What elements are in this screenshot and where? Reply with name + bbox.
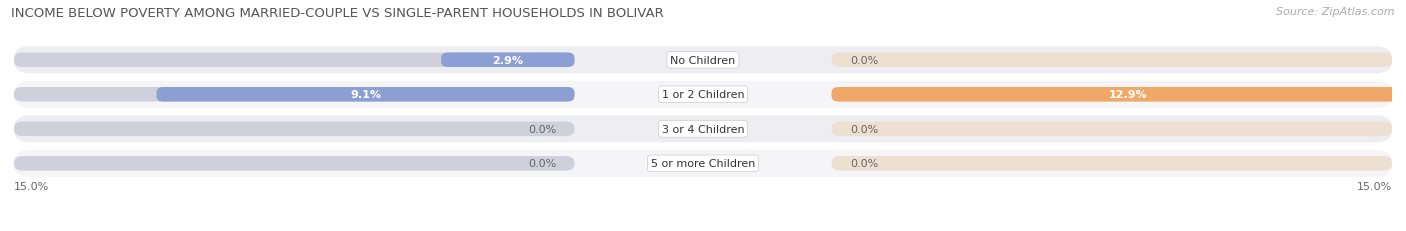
FancyBboxPatch shape [14, 156, 575, 171]
Text: 0.0%: 0.0% [851, 159, 879, 169]
Text: 5 or more Children: 5 or more Children [651, 159, 755, 169]
Text: 0.0%: 0.0% [527, 159, 555, 169]
Text: 12.9%: 12.9% [1108, 90, 1147, 100]
FancyBboxPatch shape [831, 88, 1406, 102]
Text: 9.1%: 9.1% [350, 90, 381, 100]
Text: 0.0%: 0.0% [527, 124, 555, 134]
FancyBboxPatch shape [14, 150, 1392, 177]
Text: INCOME BELOW POVERTY AMONG MARRIED-COUPLE VS SINGLE-PARENT HOUSEHOLDS IN BOLIVAR: INCOME BELOW POVERTY AMONG MARRIED-COUPL… [11, 7, 664, 20]
FancyBboxPatch shape [14, 116, 1392, 143]
FancyBboxPatch shape [14, 47, 1392, 74]
FancyBboxPatch shape [14, 88, 575, 102]
Text: 15.0%: 15.0% [14, 181, 49, 191]
FancyBboxPatch shape [831, 122, 1392, 137]
FancyBboxPatch shape [831, 88, 1392, 102]
FancyBboxPatch shape [14, 53, 575, 68]
Text: 0.0%: 0.0% [851, 55, 879, 65]
Text: Source: ZipAtlas.com: Source: ZipAtlas.com [1277, 7, 1395, 17]
FancyBboxPatch shape [156, 88, 575, 102]
FancyBboxPatch shape [441, 53, 575, 68]
Text: 1 or 2 Children: 1 or 2 Children [662, 90, 744, 100]
Text: No Children: No Children [671, 55, 735, 65]
Text: 2.9%: 2.9% [492, 55, 523, 65]
Text: 15.0%: 15.0% [1357, 181, 1392, 191]
FancyBboxPatch shape [831, 156, 1392, 171]
FancyBboxPatch shape [14, 122, 575, 137]
Text: 0.0%: 0.0% [851, 124, 879, 134]
FancyBboxPatch shape [831, 53, 1392, 68]
FancyBboxPatch shape [14, 82, 1392, 108]
Text: 3 or 4 Children: 3 or 4 Children [662, 124, 744, 134]
